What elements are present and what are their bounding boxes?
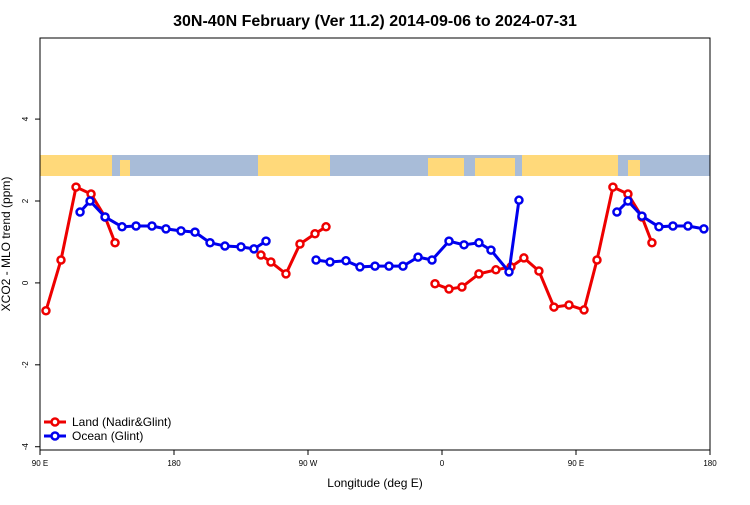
data-point: [564, 300, 574, 310]
data-point: [427, 255, 437, 265]
x-tick-label: 180: [703, 459, 717, 468]
data-point: [459, 240, 469, 250]
land-strip: [522, 155, 618, 176]
data-point: [110, 238, 120, 248]
data-point: [176, 226, 186, 236]
data-point: [100, 212, 110, 222]
x-tick-label: 180: [167, 459, 181, 468]
legend-marker: [50, 417, 60, 427]
land-strip: [428, 158, 464, 176]
data-point: [311, 255, 321, 265]
legend-label: Ocean (Glint): [72, 429, 143, 443]
legend-label: Land (Nadir&Glint): [72, 415, 171, 429]
data-point: [549, 302, 559, 312]
data-point: [355, 262, 365, 272]
x-tick-label: 0: [440, 459, 445, 468]
data-point: [281, 269, 291, 279]
x-tick-label: 90 W: [299, 459, 318, 468]
data-point: [325, 257, 335, 267]
legend-marker: [50, 431, 60, 441]
land-strip: [628, 160, 640, 176]
data-point: [534, 266, 544, 276]
land-strip: [120, 160, 130, 176]
data-point: [457, 282, 467, 292]
data-point: [699, 224, 709, 234]
y-tick-label: 4: [21, 116, 30, 121]
chart-title: 30N-40N February (Ver 11.2) 2014-09-06 t…: [173, 13, 577, 30]
series-line: [434, 184, 654, 312]
data-point: [668, 221, 678, 231]
data-point: [504, 267, 514, 277]
data-point: [519, 253, 529, 263]
land-strip: [40, 155, 112, 176]
y-tick-label: 2: [21, 198, 30, 203]
plot-frame: [39, 37, 711, 451]
data-point: [413, 252, 423, 262]
land-strip: [258, 155, 330, 176]
data-point: [579, 305, 589, 315]
data-point: [256, 250, 266, 260]
y-tick-label: 0: [21, 280, 30, 285]
data-point: [474, 238, 484, 248]
data-point: [444, 236, 454, 246]
data-point: [161, 224, 171, 234]
data-point: [220, 241, 230, 251]
data-point: [56, 255, 66, 265]
data-point: [384, 261, 394, 271]
data-point: [147, 221, 157, 231]
data-point: [592, 255, 602, 265]
data-point: [310, 229, 320, 239]
data-point: [647, 238, 657, 248]
y-tick-label: -2: [21, 361, 30, 369]
data-point: [117, 222, 127, 232]
series-line: [44, 184, 117, 312]
data-point: [131, 221, 141, 231]
data-point: [623, 196, 633, 206]
data-point: [612, 207, 622, 217]
data-point: [236, 242, 246, 252]
data-point: [205, 238, 215, 248]
data-point: [85, 196, 95, 206]
data-point: [71, 182, 81, 192]
data-point: [266, 257, 276, 267]
data-point: [444, 284, 454, 294]
data-point: [683, 221, 693, 231]
data-point: [514, 195, 524, 205]
data-point: [486, 245, 496, 255]
data-point: [491, 265, 501, 275]
data-point: [398, 261, 408, 271]
x-tick-label: 90 E: [32, 459, 48, 468]
data-point: [249, 244, 259, 254]
data-point: [190, 227, 200, 237]
map-strip: [40, 155, 710, 176]
land-strip: [475, 158, 515, 176]
data-point: [261, 236, 271, 246]
data-point: [295, 239, 305, 249]
data-point: [370, 261, 380, 271]
data-point: [430, 278, 440, 289]
x-tick-label: 90 E: [568, 459, 584, 468]
data-point: [341, 256, 351, 266]
data-point: [474, 269, 484, 279]
y-axis-label: XCO2 - MLO trend (ppm): [0, 177, 13, 312]
data-point: [41, 306, 51, 316]
data-point: [608, 182, 618, 192]
data-point: [637, 211, 647, 221]
data-point: [321, 222, 331, 232]
data-point: [654, 222, 664, 232]
data-point: [75, 207, 85, 217]
x-axis-label: Longitude (deg E): [327, 476, 422, 490]
y-tick-label: -4: [21, 443, 30, 451]
